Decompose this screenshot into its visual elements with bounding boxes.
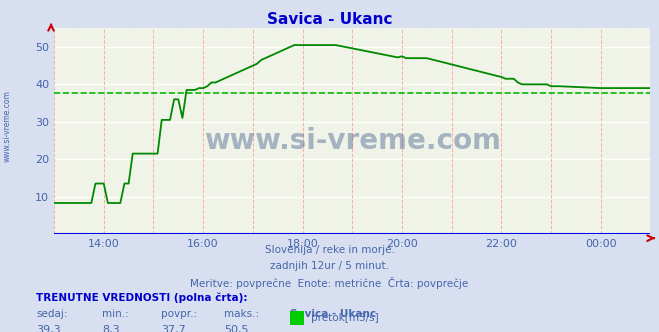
Text: maks.:: maks.: [224, 309, 259, 319]
Text: TRENUTNE VREDNOSTI (polna črta):: TRENUTNE VREDNOSTI (polna črta): [36, 293, 248, 303]
Text: 37,7: 37,7 [161, 325, 186, 332]
Text: min.:: min.: [102, 309, 129, 319]
Text: povpr.:: povpr.: [161, 309, 198, 319]
Text: www.si-vreme.com: www.si-vreme.com [3, 90, 12, 162]
Text: www.si-vreme.com: www.si-vreme.com [204, 127, 501, 155]
Text: 39,3: 39,3 [36, 325, 61, 332]
Text: Savica - Ukanc: Savica - Ukanc [290, 309, 376, 319]
Text: 8,3: 8,3 [102, 325, 120, 332]
Text: sedaj:: sedaj: [36, 309, 68, 319]
Text: 50,5: 50,5 [224, 325, 248, 332]
Text: Slovenija / reke in morje.: Slovenija / reke in morje. [264, 245, 395, 255]
Text: Meritve: povprečne  Enote: metrične  Črta: povprečje: Meritve: povprečne Enote: metrične Črta:… [190, 277, 469, 289]
Text: pretok[m3/s]: pretok[m3/s] [311, 313, 379, 323]
Text: Savica - Ukanc: Savica - Ukanc [267, 12, 392, 27]
Text: zadnjih 12ur / 5 minut.: zadnjih 12ur / 5 minut. [270, 261, 389, 271]
